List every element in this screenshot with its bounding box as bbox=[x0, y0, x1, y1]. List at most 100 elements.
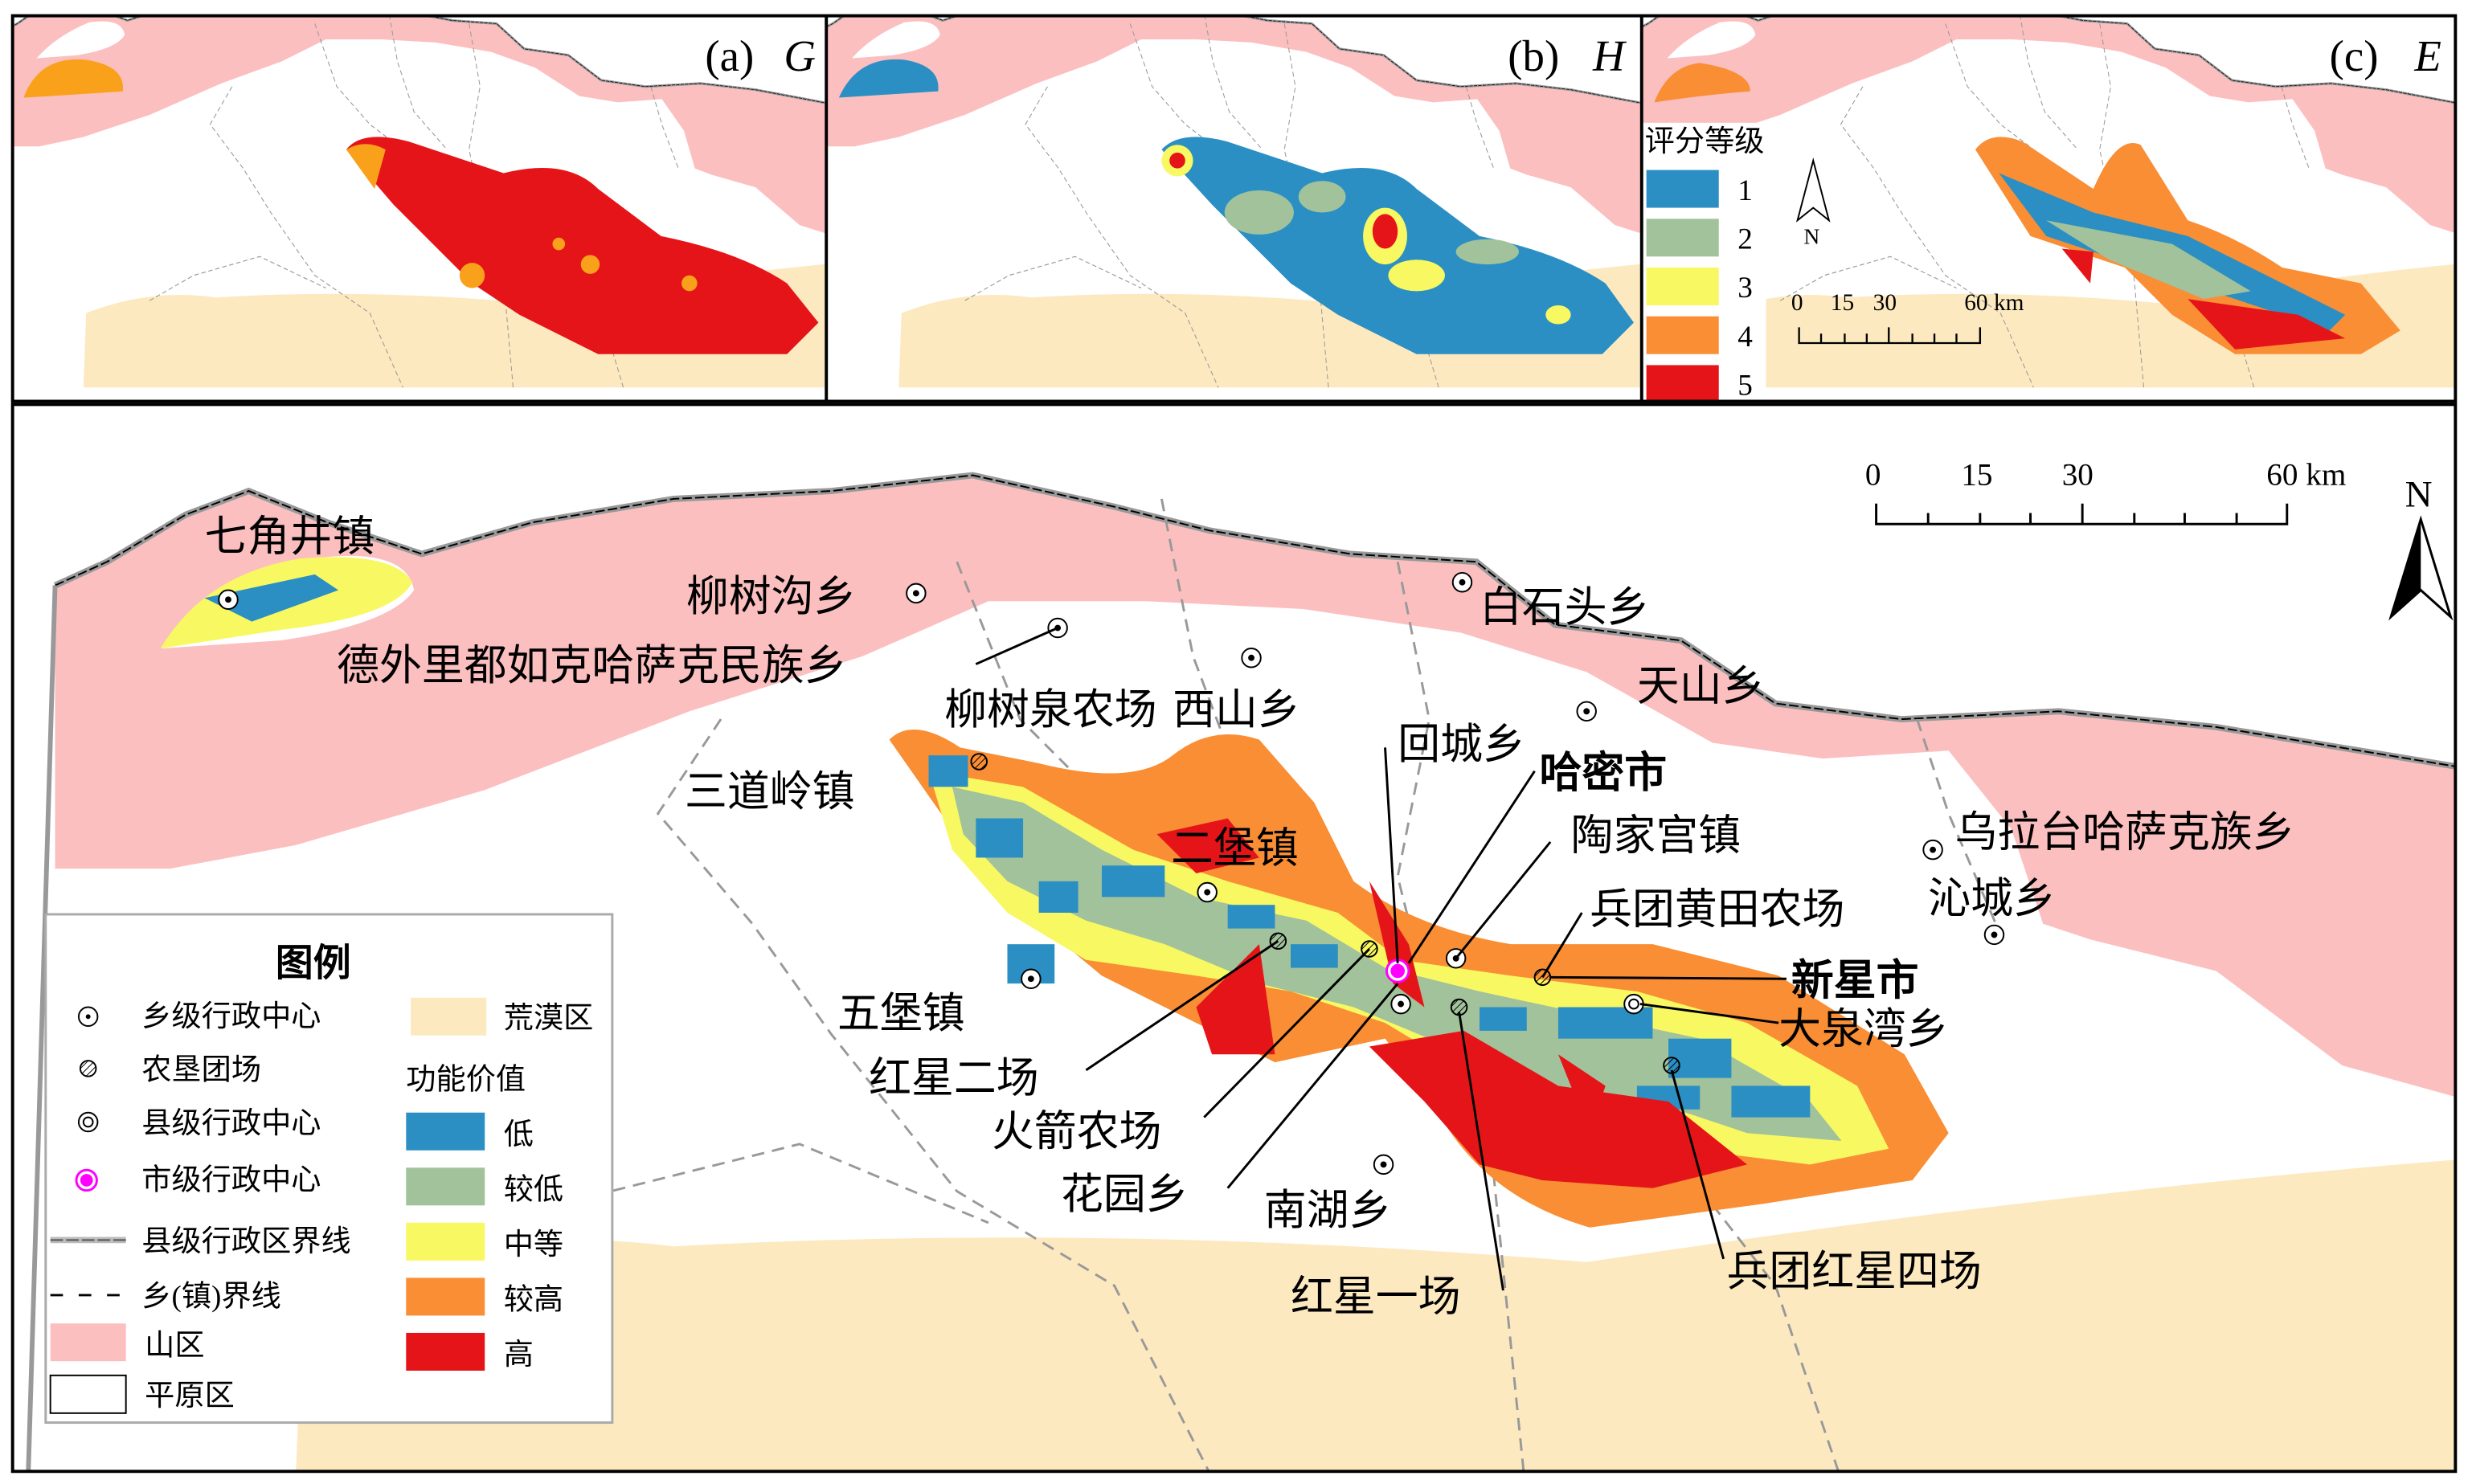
panel-c-tag: (c) bbox=[2330, 31, 2379, 80]
place-label: 沁城乡 bbox=[1928, 876, 2056, 922]
legend-label: 市级行政中心 bbox=[141, 1163, 321, 1197]
place-label: 五堡镇 bbox=[837, 991, 965, 1037]
place-label: 兵团红星四场 bbox=[1727, 1249, 1982, 1295]
panel-c-e-raster bbox=[1654, 63, 2400, 354]
panel-b: (b) H bbox=[828, 15, 1640, 389]
county-center-icon bbox=[77, 1111, 99, 1133]
place-labels: 七角井镇 柳树沟乡 德外里都如克哈萨克民族乡 柳树泉农场 西山乡 白石头乡 天山… bbox=[205, 514, 2295, 1321]
svg-text:30: 30 bbox=[2062, 457, 2094, 492]
farm-regiment-icon bbox=[79, 1060, 97, 1077]
value-swatch-low bbox=[406, 1112, 485, 1151]
svg-text:60 km: 60 km bbox=[2266, 457, 2346, 492]
township-center-icon bbox=[906, 583, 927, 604]
place-label: 天山乡 bbox=[1637, 664, 1765, 710]
place-label: 西山乡 bbox=[1173, 687, 1300, 734]
score-swatch-5 bbox=[1646, 365, 1719, 402]
township-center-icon bbox=[218, 589, 239, 610]
function-value-raster bbox=[160, 557, 1949, 1228]
svg-text:0: 0 bbox=[1865, 457, 1881, 492]
city-center-icon bbox=[75, 1168, 98, 1192]
score-swatch-3 bbox=[1646, 267, 1719, 306]
place-markers bbox=[218, 571, 2005, 1175]
place-label: 新星市 bbox=[1791, 957, 1919, 1004]
score-label: 4 bbox=[1737, 321, 1753, 354]
legend-label: 农垦团场 bbox=[141, 1054, 261, 1087]
township-center-icon bbox=[1983, 924, 2005, 946]
score-legend: 评分等级 1 2 3 4 5 bbox=[1643, 122, 1766, 403]
score-swatch-1 bbox=[1646, 170, 1719, 208]
place-label: 花园乡 bbox=[1061, 1171, 1189, 1218]
north-arrow-icon-small: N bbox=[1795, 157, 1831, 249]
score-label: 5 bbox=[1737, 370, 1753, 403]
township-center-icon bbox=[1241, 647, 1262, 668]
place-label: 柳树沟乡 bbox=[686, 574, 857, 620]
township-center-icon bbox=[1922, 839, 1943, 861]
township-center-icon bbox=[1373, 1154, 1394, 1175]
legend-label: 较高 bbox=[504, 1283, 563, 1317]
legend: 图例 乡级行政中心 农垦团场 县级行政中心 市级行政中心 县级行政区界线 乡(镇… bbox=[44, 913, 614, 1425]
legend-title: 图例 bbox=[276, 942, 351, 984]
north-arrow-icon: N bbox=[2388, 474, 2454, 621]
svg-text:15: 15 bbox=[1961, 457, 1992, 492]
legend-label: 县级行政区界线 bbox=[141, 1224, 350, 1258]
township-center-icon bbox=[1576, 701, 1597, 722]
value-swatch-high bbox=[406, 1332, 485, 1371]
svg-text:N: N bbox=[2405, 474, 2433, 516]
svg-text:30: 30 bbox=[1873, 290, 1897, 316]
place-label: 三道岭镇 bbox=[685, 769, 855, 816]
place-label: 七角井镇 bbox=[205, 514, 375, 561]
legend-label: 高 bbox=[504, 1338, 534, 1372]
place-label: 火箭农场 bbox=[992, 1109, 1162, 1155]
place-label: 白石头乡 bbox=[1480, 585, 1650, 632]
panel-a-tag: (a) bbox=[705, 31, 754, 80]
panel-a: (a) G bbox=[12, 15, 825, 389]
place-label: 哈密市 bbox=[1539, 749, 1667, 796]
plain-area-swatch bbox=[49, 1374, 127, 1414]
place-label: 大泉湾乡 bbox=[1778, 1007, 1949, 1053]
legend-label: 平原区 bbox=[145, 1380, 235, 1412]
score-swatch-4 bbox=[1646, 316, 1719, 354]
desert-area-swatch bbox=[411, 997, 487, 1036]
panel-c: (c) E 评分等级 1 2 3 4 5 N 0 15 30 60 km bbox=[1643, 15, 2456, 403]
value-swatch-lower bbox=[406, 1167, 485, 1206]
value-swatch-medium bbox=[406, 1222, 485, 1261]
legend-label: 乡级行政中心 bbox=[141, 1000, 321, 1033]
place-label: 红星一场 bbox=[1291, 1274, 1461, 1321]
county-center-icon bbox=[1623, 993, 1644, 1015]
value-swatch-higher bbox=[406, 1278, 485, 1316]
panel-a-var: G bbox=[784, 31, 816, 80]
legend-label: 县级行政中心 bbox=[141, 1106, 321, 1140]
legend-label: 乡(镇)界线 bbox=[141, 1280, 281, 1314]
panel-c-var: E bbox=[2413, 31, 2441, 80]
place-label: 乌拉台哈萨克族乡 bbox=[1955, 810, 2295, 856]
score-label: 2 bbox=[1737, 223, 1753, 256]
place-label: 兵团黄田农场 bbox=[1590, 887, 1844, 934]
score-legend-title: 评分等级 bbox=[1645, 125, 1765, 158]
svg-text:0: 0 bbox=[1791, 290, 1803, 316]
place-label: 陶家宫镇 bbox=[1571, 813, 1742, 860]
city-center-icon bbox=[1385, 959, 1410, 983]
score-label: 1 bbox=[1737, 174, 1753, 207]
scale-bar-main: 0 15 30 60 km bbox=[1865, 457, 2346, 525]
top-frame bbox=[10, 14, 2458, 403]
panel-b-tag: (b) bbox=[1508, 31, 1559, 80]
township-center-icon bbox=[1390, 993, 1411, 1015]
legend-value-title: 功能价值 bbox=[406, 1062, 526, 1096]
legend-label: 较低 bbox=[504, 1172, 563, 1206]
place-label: 红星二场 bbox=[869, 1055, 1039, 1102]
legend-label: 山区 bbox=[145, 1329, 204, 1362]
township-center-icon bbox=[1021, 968, 1042, 989]
svg-text:N: N bbox=[1803, 225, 1819, 249]
mountain-area-swatch bbox=[50, 1323, 126, 1362]
panel-b-var: H bbox=[1592, 31, 1627, 80]
leader-lines bbox=[975, 627, 1787, 1291]
svg-text:15: 15 bbox=[1831, 290, 1854, 316]
legend-label: 荒漠区 bbox=[504, 1001, 594, 1035]
score-label: 3 bbox=[1737, 272, 1753, 305]
farm-regiment-icon bbox=[970, 753, 988, 771]
township-center-icon bbox=[77, 1006, 99, 1027]
place-label: 南湖乡 bbox=[1264, 1188, 1392, 1234]
score-swatch-2 bbox=[1646, 219, 1719, 257]
place-label: 二堡镇 bbox=[1171, 825, 1299, 872]
